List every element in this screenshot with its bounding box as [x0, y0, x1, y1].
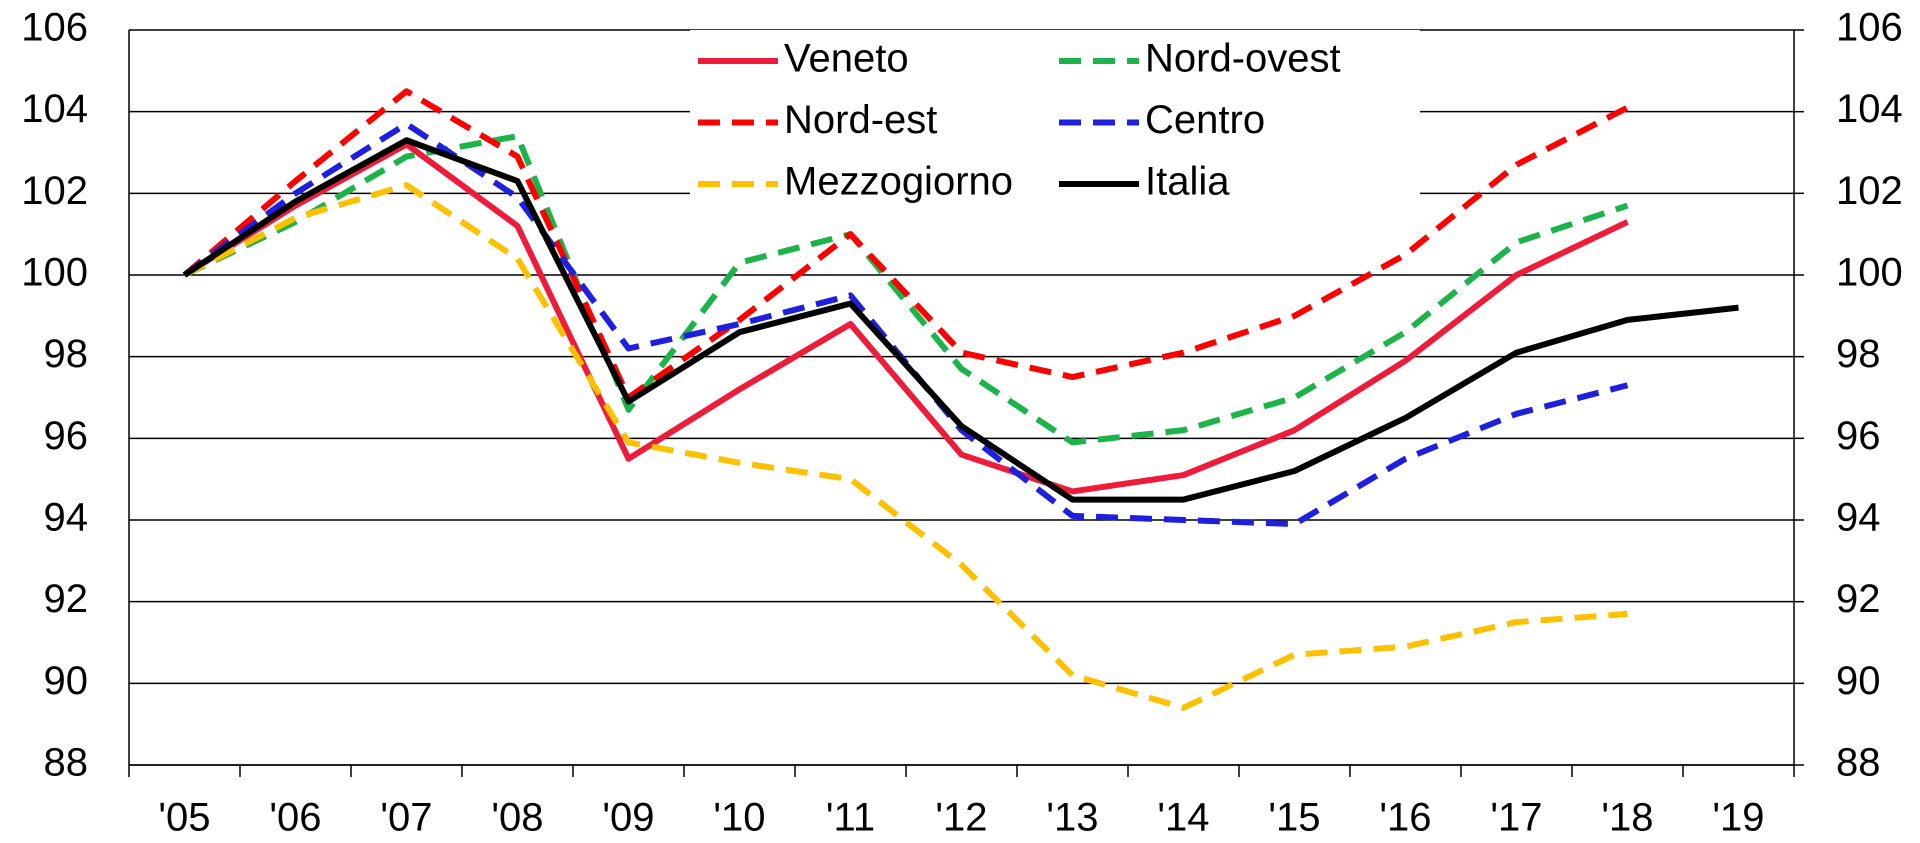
x-tick-label: '14 — [1157, 796, 1209, 840]
x-tick-label: '12 — [935, 796, 987, 840]
legend-label: Mezzogiorno — [784, 160, 1013, 204]
x-tick-label: '19 — [1712, 796, 1764, 840]
y-tick-label: 94 — [44, 496, 89, 540]
y-tick-label: 106 — [21, 6, 88, 50]
legend-label: Veneto — [784, 37, 909, 81]
y-tick-label: 88 — [44, 741, 89, 785]
y-tick-label: 96 — [44, 414, 89, 458]
series-line — [183, 182, 1628, 711]
x-tick-label: '16 — [1379, 796, 1431, 840]
legend: Veneto Nord-ovest Nord-est Centro Mezzogiorn… — [690, 30, 1420, 210]
x-tick-label: '09 — [602, 796, 654, 840]
x-tick-label: '05 — [158, 796, 210, 840]
y-tick-label: 90 — [44, 659, 89, 703]
y2-tick-label: 96 — [1836, 414, 1881, 458]
y-tick-label: 104 — [21, 87, 88, 131]
legend-label: Centro — [1145, 98, 1265, 142]
legend-label: Nord-est — [784, 98, 937, 142]
series-line — [182, 88, 1629, 401]
legend-box — [690, 30, 1420, 210]
y-tick-label: 92 — [44, 577, 89, 621]
y2-tick-label: 102 — [1836, 169, 1903, 213]
x-tick-label: '11 — [826, 796, 875, 840]
legend-label: Italia — [1145, 160, 1230, 204]
x-tick-label: '18 — [1601, 796, 1653, 840]
y2-tick-label: 88 — [1836, 741, 1881, 785]
series-line — [182, 137, 1739, 503]
series-line — [182, 141, 1629, 495]
legend-label: Nord-ovest — [1145, 37, 1341, 81]
y-tick-label: 100 — [21, 251, 88, 295]
y-tick-label: 102 — [21, 169, 88, 213]
x-tick-label: '08 — [491, 796, 543, 840]
y2-tick-label: 106 — [1836, 6, 1903, 50]
x-tick-label: '06 — [269, 796, 321, 840]
y2-tick-label: 92 — [1836, 577, 1881, 621]
y2-tick-label: 104 — [1836, 87, 1903, 131]
y2-tick-label: 94 — [1836, 496, 1881, 540]
x-tick-label: '17 — [1490, 796, 1542, 840]
y-tick-label: 98 — [44, 332, 89, 376]
y2-tick-label: 90 — [1836, 659, 1881, 703]
x-tick-label: '15 — [1268, 796, 1320, 840]
series-line — [183, 133, 1629, 446]
y2-tick-label: 98 — [1836, 332, 1881, 376]
x-tick-label: '07 — [380, 796, 432, 840]
y2-tick-label: 100 — [1836, 251, 1903, 295]
x-tick-label: '10 — [713, 796, 765, 840]
x-tick-label: '13 — [1046, 796, 1098, 840]
